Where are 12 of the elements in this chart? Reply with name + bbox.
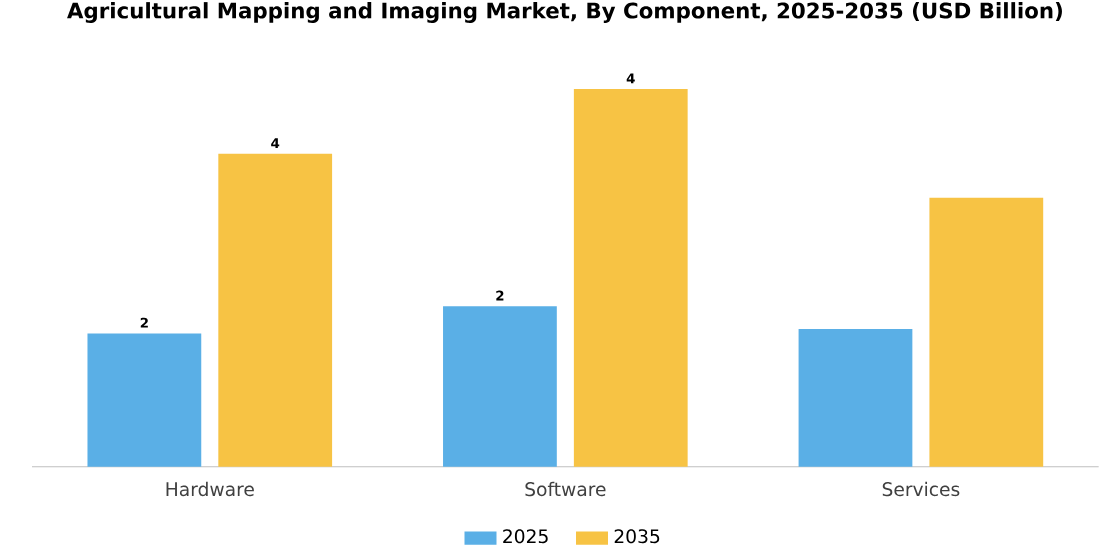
- legend-label: 2025: [503, 529, 548, 544]
- bar: [929, 197, 1044, 467]
- x-tick-label: Services: [882, 481, 960, 497]
- bar: [573, 89, 688, 467]
- x-tick-label: Hardware: [166, 481, 254, 497]
- legend-label: 2035: [614, 529, 660, 544]
- bar: [218, 153, 333, 467]
- x-tick-label: Software: [525, 481, 606, 497]
- chart-title: Agricultural Mapping and Imaging Market, By Component, 2025-2035 (USD Billion): [67, 2, 1062, 23]
- bar: [798, 329, 913, 467]
- bar: [443, 306, 557, 467]
- bar: [87, 333, 202, 467]
